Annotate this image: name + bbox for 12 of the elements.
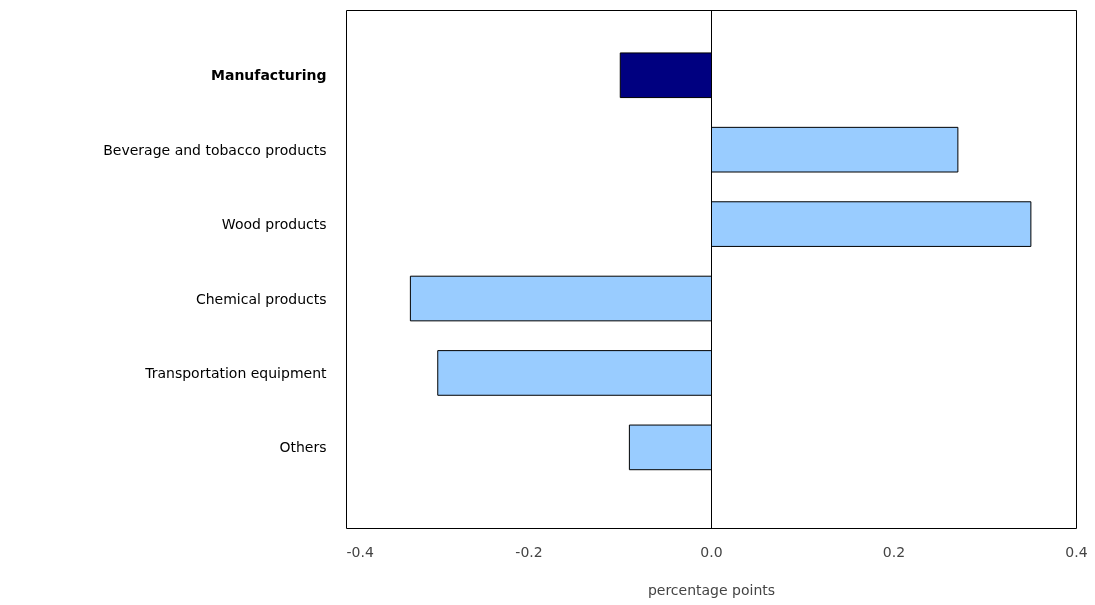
x-tick-label: 0.4 xyxy=(1065,543,1088,560)
y-tick-label: Manufacturing xyxy=(211,67,327,84)
x-tick-label: 0.2 xyxy=(882,543,906,560)
x-axis-title: percentage points xyxy=(647,581,776,598)
x-tick-label: -0.4 xyxy=(346,543,374,560)
y-tick-label: Beverage and tobacco products xyxy=(103,141,327,158)
y-tick-label: Chemical products xyxy=(195,290,327,307)
y-tick-label: Others xyxy=(279,439,327,456)
x-tick-label: -0.2 xyxy=(515,543,543,560)
y-tick-label: Wood products xyxy=(221,216,327,233)
y-tick-label: Transportation equipment xyxy=(144,364,328,381)
x-tick-label: 0.0 xyxy=(700,543,723,560)
